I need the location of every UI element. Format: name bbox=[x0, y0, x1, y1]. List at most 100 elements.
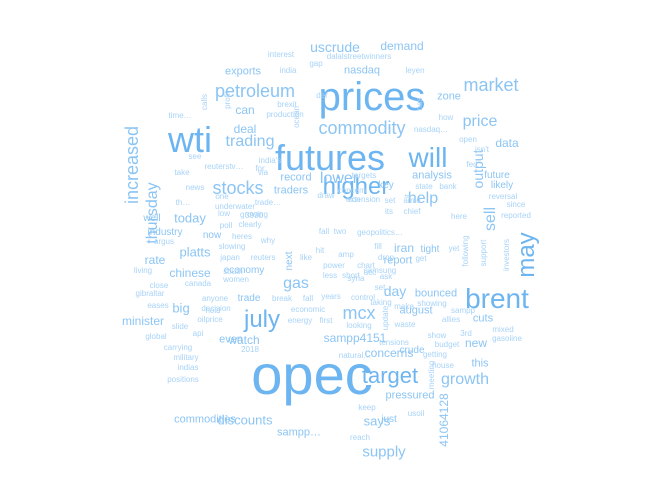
word-cloud-term: mcx bbox=[342, 303, 376, 323]
word-cloud-term: less bbox=[322, 271, 338, 280]
word-cloud-term: higher bbox=[322, 173, 390, 200]
word-cloud-term: first bbox=[319, 316, 333, 325]
word-cloud-term: uscrude bbox=[310, 39, 360, 55]
word-cloud-term: years bbox=[321, 292, 341, 301]
word-cloud-term: set bbox=[374, 283, 386, 292]
word-cloud-term: canada bbox=[184, 279, 212, 288]
word-cloud-term: says bbox=[363, 413, 391, 429]
word-cloud-term: heres bbox=[231, 232, 253, 241]
word-cloud-term: time… bbox=[168, 111, 192, 120]
word-cloud-term: ucc bbox=[363, 268, 377, 277]
word-cloud-term: amid bbox=[403, 196, 421, 205]
word-cloud-term: rate bbox=[144, 253, 166, 267]
word-cloud-term: chart bbox=[357, 261, 375, 270]
word-cloud-term: india bbox=[279, 66, 297, 75]
word-cloud-term: supply bbox=[362, 443, 406, 461]
word-cloud-term: sell bbox=[482, 206, 499, 232]
word-cloud-term: pressured bbox=[385, 389, 435, 402]
word-cloud-term: show bbox=[427, 331, 447, 340]
word-cloud-term: for bbox=[255, 164, 265, 173]
word-cloud-term: gasoline bbox=[492, 334, 522, 343]
word-cloud-term: concern bbox=[337, 186, 367, 195]
word-cloud-term: argus bbox=[153, 237, 175, 246]
word-cloud-term: 2018 bbox=[241, 345, 259, 354]
word-cloud-term: usoil bbox=[407, 409, 425, 418]
word-cloud-term: clearly bbox=[238, 220, 262, 229]
word-cloud-term: carrying bbox=[163, 343, 193, 352]
word-cloud-term: hold bbox=[205, 306, 221, 315]
word-cloud-term: growth bbox=[440, 371, 490, 388]
word-cloud-term: this bbox=[471, 357, 489, 370]
word-cloud-term: 41064128 bbox=[437, 393, 451, 447]
word-cloud-term: now bbox=[202, 230, 222, 241]
word-cloud-term: new bbox=[464, 336, 488, 350]
word-cloud-term: isn't bbox=[475, 145, 489, 154]
word-cloud-term: keep bbox=[358, 403, 376, 412]
word-cloud-term: reversal bbox=[488, 192, 518, 201]
word-cloud-term: draw bbox=[317, 191, 335, 200]
word-cloud-term: may bbox=[513, 232, 540, 278]
word-cloud-term: demand bbox=[380, 39, 424, 53]
word-cloud-term: via bbox=[257, 168, 269, 177]
word-cloud-term: update bbox=[381, 305, 390, 331]
word-cloud-term: energy bbox=[287, 316, 313, 325]
word-cloud-term: targets bbox=[351, 171, 377, 180]
word-cloud-term: report bbox=[383, 254, 413, 267]
word-cloud-term: following bbox=[461, 235, 470, 267]
word-cloud-term: record bbox=[280, 171, 312, 184]
word-cloud-term: underwater bbox=[214, 202, 256, 211]
word-cloud-term: wti bbox=[168, 119, 212, 160]
word-cloud-term: south bbox=[223, 267, 243, 276]
word-cloud-term: oilprice bbox=[197, 315, 223, 324]
word-cloud-term: natural… bbox=[338, 351, 372, 360]
word-cloud-term: leyen bbox=[405, 66, 425, 75]
word-cloud-term: commodities bbox=[174, 413, 236, 426]
word-cloud-term: day bbox=[383, 283, 407, 299]
word-cloud-term: budget bbox=[434, 340, 460, 349]
word-cloud-term: discounts bbox=[217, 412, 273, 428]
word-cloud-term: poll bbox=[219, 221, 233, 230]
word-cloud-term: von bbox=[347, 195, 361, 204]
word-cloud-term: yet bbox=[448, 244, 460, 253]
word-cloud-term: global bbox=[145, 332, 167, 341]
word-cloud-term: fall bbox=[318, 227, 330, 236]
word-cloud-term: bounced bbox=[414, 287, 458, 300]
word-cloud-term: exports bbox=[224, 65, 262, 78]
word-cloud-term: zone bbox=[437, 90, 461, 103]
word-cloud-term: gap bbox=[309, 59, 323, 68]
word-cloud-term: two bbox=[333, 227, 347, 236]
word-cloud-term: take bbox=[174, 168, 190, 177]
word-cloud-term: platts bbox=[179, 244, 211, 260]
word-cloud-term: break bbox=[271, 294, 293, 303]
word-cloud-term: economic bbox=[290, 305, 326, 314]
word-cloud-term: power bbox=[323, 261, 345, 270]
word-cloud-term: production bbox=[266, 110, 304, 119]
word-cloud-term: like bbox=[299, 253, 313, 262]
word-cloud-term: trading bbox=[225, 133, 275, 150]
word-cloud-term: taking bbox=[370, 298, 392, 307]
word-cloud-term: it bbox=[403, 194, 412, 198]
word-cloud-term: increased bbox=[122, 125, 142, 205]
word-cloud-term: august bbox=[399, 304, 433, 317]
word-cloud-term: sampp bbox=[450, 306, 476, 315]
word-cloud-term: analysis bbox=[412, 169, 452, 182]
word-cloud-term: july bbox=[243, 306, 281, 333]
word-cloud-term: indias bbox=[177, 363, 199, 372]
word-cloud-term: reach bbox=[349, 433, 371, 442]
word-cloud-term: living bbox=[133, 266, 153, 275]
word-cloud-term: api bbox=[192, 329, 204, 338]
word-cloud-term: price bbox=[462, 113, 498, 130]
word-cloud-term: state bbox=[415, 182, 433, 191]
word-cloud-term: minister bbox=[121, 314, 165, 328]
word-cloud-term: will bbox=[408, 142, 448, 173]
word-cloud-term: reuterstv… bbox=[204, 162, 244, 171]
word-cloud-term: getting bbox=[422, 350, 448, 359]
word-cloud-term: open bbox=[459, 135, 477, 144]
word-cloud-term: one bbox=[215, 192, 229, 201]
word-cloud-term: eases bbox=[147, 301, 169, 310]
word-cloud-term: slide bbox=[171, 322, 189, 331]
word-cloud-term: positions bbox=[167, 375, 199, 384]
word-cloud-term: just bbox=[381, 414, 397, 425]
word-cloud-term: get bbox=[415, 254, 427, 263]
